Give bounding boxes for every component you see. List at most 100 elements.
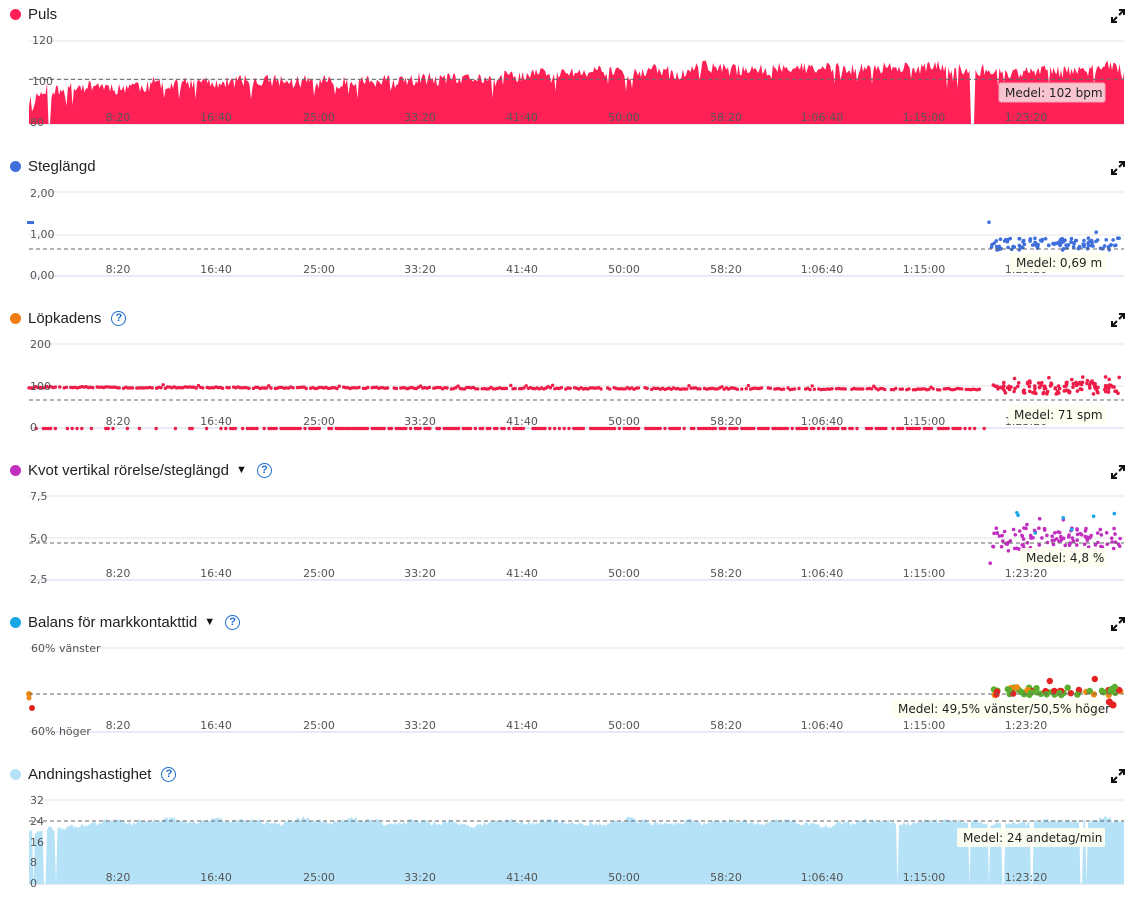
data-point <box>401 426 406 431</box>
expand-icon[interactable] <box>1110 8 1126 24</box>
data-point <box>456 426 461 431</box>
data-point <box>1016 384 1020 389</box>
data-point <box>605 426 610 431</box>
x-tick-label: 16:40 <box>200 263 232 276</box>
data-point <box>1069 236 1074 241</box>
data-point <box>999 246 1003 251</box>
data-point <box>836 426 840 431</box>
data-point <box>929 426 934 431</box>
data-point <box>1064 684 1071 691</box>
data-point <box>293 426 298 431</box>
data-point <box>456 384 460 388</box>
data-point <box>1087 383 1092 388</box>
data-point <box>924 426 929 431</box>
data-point <box>869 387 874 391</box>
x-tick-label: 41:40 <box>506 415 538 428</box>
x-tick-label: 50:00 <box>608 871 640 884</box>
data-point <box>1086 244 1091 248</box>
data-point <box>627 426 631 431</box>
expand-icon[interactable] <box>1110 312 1126 328</box>
x-tick-label: 41:40 <box>506 719 538 732</box>
panel-title-balans: Balans för markkontakttid <box>28 613 198 631</box>
mean-label: Medel: 0,69 m <box>1016 256 1102 270</box>
data-point <box>366 385 370 390</box>
x-tick-label: 8:20 <box>106 871 131 884</box>
panel-title-steglangd: Steglängd <box>28 157 96 175</box>
data-point <box>1033 531 1037 535</box>
data-point <box>1022 391 1027 395</box>
data-point <box>894 386 898 391</box>
data-point <box>533 426 538 431</box>
data-point <box>53 385 58 389</box>
data-point <box>552 426 557 431</box>
andning-chart: 8:20 16:40 25:00 33:20 41:40 50:00 58:20 1:06:4… <box>29 794 1124 890</box>
data-point <box>427 385 432 390</box>
data-point <box>645 386 649 391</box>
data-point <box>746 383 751 388</box>
data-point <box>598 426 602 431</box>
data-point <box>317 426 322 431</box>
data-point <box>204 426 209 431</box>
mean-label: Medel: 102 bpm <box>1005 86 1103 100</box>
expand-icon[interactable] <box>1110 160 1126 176</box>
mean-label-box <box>957 828 1105 847</box>
data-point <box>536 426 540 431</box>
data-point <box>1000 533 1004 538</box>
data-point <box>884 426 888 431</box>
x-tick-label: 1:06:40 <box>801 567 843 580</box>
x-tick-label: 58:20 <box>710 567 742 580</box>
help-icon[interactable]: ? <box>111 310 127 326</box>
y-tick-label: 0 <box>30 877 37 890</box>
data-point <box>833 426 838 431</box>
data-point <box>1043 237 1048 241</box>
data-point <box>444 426 449 431</box>
data-point <box>1033 386 1037 391</box>
data-point <box>1071 245 1076 249</box>
data-point <box>956 426 960 431</box>
data-point <box>1113 532 1117 536</box>
data-point <box>1046 243 1051 247</box>
data-point <box>1085 381 1089 386</box>
data-point <box>1074 238 1079 243</box>
help-icon[interactable]: ? <box>161 766 177 782</box>
data-point <box>1055 391 1060 396</box>
data-point <box>399 426 403 431</box>
data-point <box>296 426 300 431</box>
data-point <box>1056 530 1060 534</box>
y-tick-label: 7,5 <box>30 490 48 503</box>
data-point <box>941 426 946 431</box>
data-point <box>963 426 967 431</box>
expand-icon[interactable] <box>1110 616 1126 632</box>
help-icon[interactable]: ? <box>225 614 241 630</box>
data-point <box>1107 377 1111 382</box>
panel-title-kvot: Kvot vertikal rörelse/steglängd <box>28 461 229 479</box>
data-point <box>269 386 273 390</box>
data-point <box>159 386 163 390</box>
x-tick-label: 25:00 <box>303 263 335 276</box>
dropdown-caret-icon[interactable]: ▼ <box>235 464 247 476</box>
data-point <box>898 426 902 431</box>
legend-dot-puls <box>10 8 21 20</box>
expand-icon[interactable] <box>1110 768 1126 784</box>
data-point <box>1013 386 1017 391</box>
data-point <box>812 426 816 431</box>
data-point <box>418 426 422 431</box>
data-point <box>744 426 749 431</box>
data-point <box>1020 533 1024 538</box>
x-tick-label: 50:00 <box>608 567 640 580</box>
dropdown-caret-icon[interactable]: ▼ <box>204 616 216 628</box>
data-point <box>1112 526 1116 531</box>
expand-icon[interactable] <box>1110 464 1126 480</box>
data-point <box>233 426 238 431</box>
data-point <box>521 426 526 431</box>
data-point <box>255 426 259 431</box>
data-point <box>117 386 121 390</box>
data-point <box>26 695 32 701</box>
y-tick-label: 100 <box>30 380 51 393</box>
data-point <box>286 426 290 431</box>
data-point <box>713 426 718 431</box>
data-point <box>413 426 418 431</box>
data-point <box>1002 380 1006 385</box>
legend-dot-lopkadens <box>10 312 21 324</box>
help-icon[interactable]: ? <box>256 462 272 478</box>
